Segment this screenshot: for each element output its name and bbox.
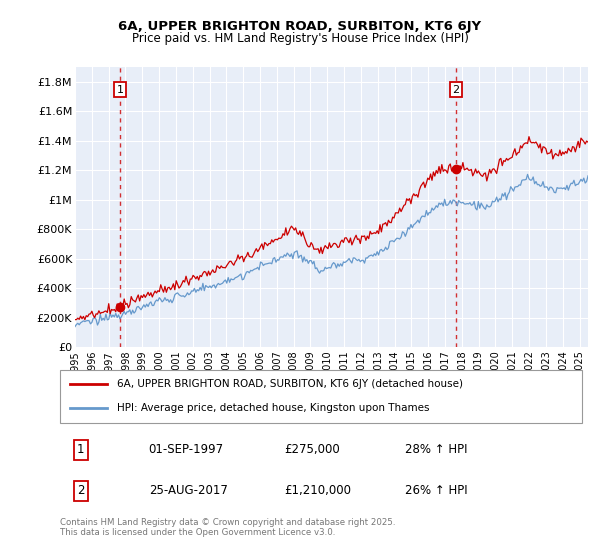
Text: 1: 1 [116, 85, 124, 95]
Text: 2: 2 [77, 484, 85, 497]
Text: 25-AUG-2017: 25-AUG-2017 [149, 484, 227, 497]
Text: £275,000: £275,000 [284, 444, 340, 456]
Text: HPI: Average price, detached house, Kingston upon Thames: HPI: Average price, detached house, King… [118, 403, 430, 413]
Text: £1,210,000: £1,210,000 [284, 484, 352, 497]
Text: 01-SEP-1997: 01-SEP-1997 [149, 444, 224, 456]
Text: 2: 2 [452, 85, 460, 95]
Text: 26% ↑ HPI: 26% ↑ HPI [404, 484, 467, 497]
Text: Contains HM Land Registry data © Crown copyright and database right 2025.
This d: Contains HM Land Registry data © Crown c… [60, 518, 395, 538]
Text: 28% ↑ HPI: 28% ↑ HPI [404, 444, 467, 456]
Text: Price paid vs. HM Land Registry's House Price Index (HPI): Price paid vs. HM Land Registry's House … [131, 32, 469, 45]
Text: 6A, UPPER BRIGHTON ROAD, SURBITON, KT6 6JY (detached house): 6A, UPPER BRIGHTON ROAD, SURBITON, KT6 6… [118, 380, 463, 390]
Text: 6A, UPPER BRIGHTON ROAD, SURBITON, KT6 6JY: 6A, UPPER BRIGHTON ROAD, SURBITON, KT6 6… [118, 20, 482, 32]
Text: 1: 1 [77, 444, 85, 456]
